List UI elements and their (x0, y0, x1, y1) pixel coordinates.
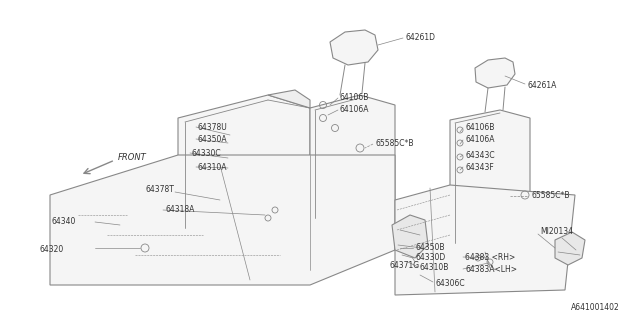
Polygon shape (475, 58, 515, 88)
Text: 64371G: 64371G (390, 260, 420, 269)
Polygon shape (330, 30, 378, 65)
Text: 65585C*B: 65585C*B (375, 139, 413, 148)
Text: 64106A: 64106A (340, 106, 369, 115)
Text: 64343C: 64343C (465, 150, 495, 159)
Polygon shape (450, 110, 530, 252)
Text: 65585C*B: 65585C*B (532, 191, 570, 201)
Polygon shape (268, 90, 310, 108)
Text: 64261A: 64261A (527, 81, 556, 90)
Text: 64318A: 64318A (165, 205, 195, 214)
Text: 64330D: 64330D (415, 253, 445, 262)
Polygon shape (392, 215, 428, 258)
Text: MI20134: MI20134 (540, 228, 573, 236)
Polygon shape (555, 232, 585, 265)
Text: 64350A: 64350A (198, 135, 228, 145)
Polygon shape (178, 95, 310, 230)
Text: 64261D: 64261D (405, 34, 435, 43)
Text: 64383 <RH>: 64383 <RH> (465, 253, 515, 262)
Text: 64106B: 64106B (465, 124, 494, 132)
Polygon shape (310, 95, 395, 235)
Text: A641001402: A641001402 (572, 303, 620, 313)
Text: 64106A: 64106A (465, 135, 495, 145)
Text: 64310A: 64310A (198, 164, 227, 172)
Polygon shape (395, 185, 575, 295)
Text: FRONT: FRONT (118, 154, 147, 163)
Text: 64383A<LH>: 64383A<LH> (465, 266, 517, 275)
Text: 64350B: 64350B (415, 244, 445, 252)
Text: 64330C: 64330C (192, 149, 221, 158)
Text: 64378U: 64378U (198, 124, 228, 132)
Text: 64106B: 64106B (340, 93, 369, 102)
Text: 64340: 64340 (52, 218, 76, 227)
Text: 64310B: 64310B (420, 263, 449, 273)
Polygon shape (50, 155, 395, 285)
Text: 64378T: 64378T (145, 186, 174, 195)
Text: 64343F: 64343F (465, 164, 493, 172)
Text: 64306C: 64306C (435, 278, 465, 287)
Text: 64320: 64320 (40, 245, 64, 254)
